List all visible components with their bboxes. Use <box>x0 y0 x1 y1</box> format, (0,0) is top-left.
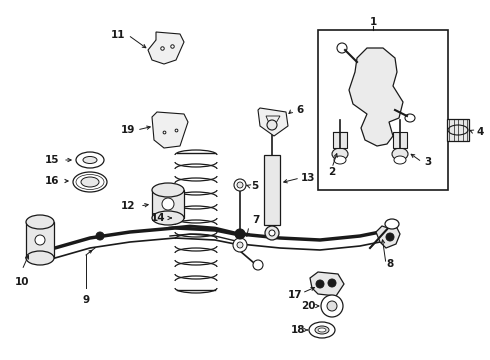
Ellipse shape <box>394 156 406 164</box>
Bar <box>333 132 347 148</box>
Ellipse shape <box>371 81 389 99</box>
Text: 18: 18 <box>291 325 305 335</box>
Bar <box>393 132 407 148</box>
Circle shape <box>328 279 336 287</box>
Circle shape <box>316 280 324 288</box>
Text: 8: 8 <box>387 259 393 269</box>
Polygon shape <box>376 226 400 248</box>
Ellipse shape <box>269 230 275 236</box>
Text: 10: 10 <box>15 277 29 287</box>
Ellipse shape <box>83 157 97 163</box>
Circle shape <box>386 233 394 241</box>
Ellipse shape <box>237 242 243 248</box>
Text: 7: 7 <box>252 215 260 225</box>
Polygon shape <box>258 108 288 136</box>
Polygon shape <box>148 32 184 64</box>
Bar <box>318 30 448 190</box>
Ellipse shape <box>152 183 184 197</box>
Text: 19: 19 <box>121 125 135 135</box>
Bar <box>447 119 469 141</box>
Text: 6: 6 <box>296 105 304 115</box>
Ellipse shape <box>267 120 277 130</box>
Bar <box>152 190 184 218</box>
Polygon shape <box>349 48 403 146</box>
Bar <box>26 222 54 258</box>
Ellipse shape <box>334 156 346 164</box>
Text: 12: 12 <box>121 201 135 211</box>
Ellipse shape <box>309 322 335 338</box>
Ellipse shape <box>162 198 174 210</box>
Ellipse shape <box>405 114 415 122</box>
Ellipse shape <box>376 86 384 94</box>
Ellipse shape <box>327 301 337 311</box>
Text: 20: 20 <box>301 301 315 311</box>
Text: 4: 4 <box>476 127 484 137</box>
Text: 13: 13 <box>301 173 315 183</box>
Ellipse shape <box>321 295 343 317</box>
Ellipse shape <box>81 177 99 187</box>
Bar <box>264 155 280 225</box>
Ellipse shape <box>332 148 348 160</box>
Text: 5: 5 <box>251 181 259 191</box>
Circle shape <box>235 229 245 239</box>
Polygon shape <box>310 272 344 296</box>
Ellipse shape <box>385 219 399 229</box>
Circle shape <box>96 232 104 240</box>
Ellipse shape <box>26 251 54 265</box>
Ellipse shape <box>315 326 329 334</box>
Ellipse shape <box>318 328 326 332</box>
Text: 9: 9 <box>82 295 90 305</box>
Ellipse shape <box>337 43 347 53</box>
Ellipse shape <box>237 182 243 188</box>
Ellipse shape <box>233 238 247 252</box>
Ellipse shape <box>265 226 279 240</box>
Text: 1: 1 <box>369 17 377 27</box>
Ellipse shape <box>35 235 45 245</box>
Ellipse shape <box>392 148 408 160</box>
Text: 16: 16 <box>45 176 59 186</box>
Polygon shape <box>152 112 188 148</box>
Ellipse shape <box>253 260 263 270</box>
Text: 11: 11 <box>111 30 125 40</box>
Ellipse shape <box>234 179 246 191</box>
Text: 15: 15 <box>45 155 59 165</box>
Ellipse shape <box>76 152 104 168</box>
Ellipse shape <box>26 215 54 229</box>
Ellipse shape <box>73 172 107 192</box>
Text: 2: 2 <box>328 167 336 177</box>
Text: 14: 14 <box>151 213 165 223</box>
Text: 17: 17 <box>288 290 302 300</box>
Text: 3: 3 <box>424 157 432 167</box>
Ellipse shape <box>152 211 184 225</box>
